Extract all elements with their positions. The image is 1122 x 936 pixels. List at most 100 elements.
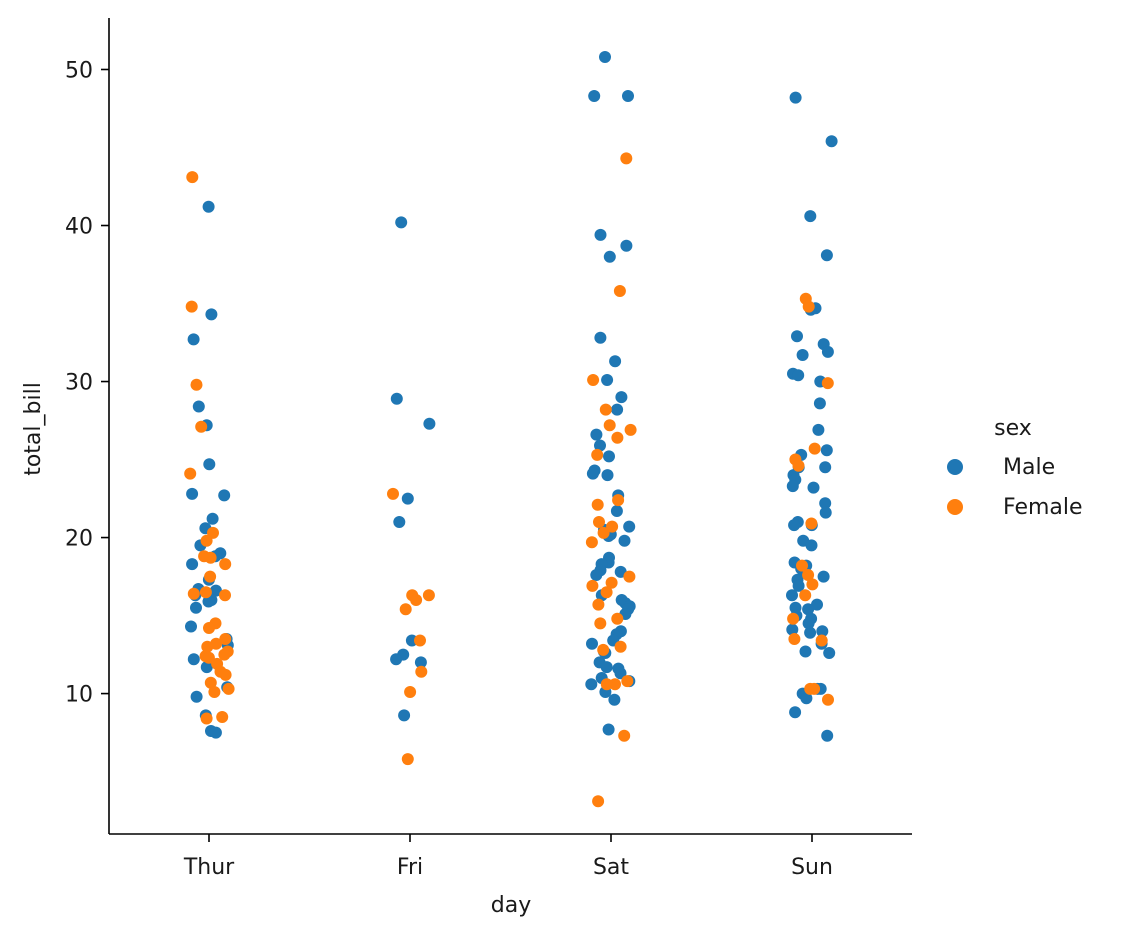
legend-label-female: Female bbox=[1003, 495, 1083, 520]
point-female bbox=[204, 676, 217, 689]
point-male bbox=[200, 661, 213, 674]
point-male bbox=[821, 345, 834, 358]
point-male bbox=[614, 667, 627, 680]
point-female bbox=[620, 152, 633, 165]
point-male bbox=[218, 489, 231, 502]
point-male bbox=[600, 661, 613, 674]
x-axis-label: day bbox=[491, 893, 531, 918]
point-male bbox=[811, 598, 823, 611]
point-male bbox=[187, 653, 200, 666]
point-female bbox=[594, 617, 607, 630]
point-female bbox=[597, 526, 610, 539]
point-male bbox=[203, 458, 216, 471]
point-male bbox=[615, 391, 628, 404]
point-female bbox=[591, 448, 604, 461]
point-female bbox=[199, 586, 212, 599]
point-female bbox=[815, 634, 828, 647]
point-female bbox=[611, 612, 624, 625]
point-male bbox=[202, 595, 215, 608]
y-tick-label: 50 bbox=[65, 58, 93, 83]
legend-marker-female bbox=[947, 499, 963, 515]
point-female bbox=[414, 634, 426, 647]
point-female bbox=[387, 487, 399, 500]
point-female bbox=[788, 633, 801, 645]
point-male bbox=[813, 397, 826, 410]
point-female bbox=[612, 494, 625, 507]
point-male bbox=[401, 492, 414, 505]
point-female bbox=[600, 678, 613, 691]
point-female bbox=[802, 569, 815, 581]
point-female bbox=[606, 520, 619, 533]
point-female bbox=[609, 678, 621, 691]
point-male bbox=[209, 584, 222, 597]
point-male bbox=[186, 558, 199, 571]
point-female bbox=[185, 300, 198, 313]
point-female bbox=[204, 570, 217, 583]
point-female bbox=[219, 589, 231, 602]
point-male bbox=[601, 469, 614, 482]
point-male bbox=[802, 617, 815, 630]
point-male bbox=[611, 403, 624, 416]
point-male bbox=[791, 330, 803, 343]
point-female bbox=[593, 516, 605, 528]
point-male bbox=[585, 678, 598, 691]
point-female bbox=[613, 285, 626, 297]
point-female bbox=[600, 586, 613, 599]
point-female bbox=[822, 693, 834, 706]
data-points bbox=[184, 51, 838, 808]
point-male bbox=[209, 726, 222, 739]
point-female bbox=[195, 420, 208, 433]
point-female bbox=[201, 640, 214, 653]
point-male bbox=[823, 647, 836, 659]
point-male bbox=[187, 333, 200, 346]
legend-marker-male bbox=[947, 459, 963, 475]
y-tick-label: 20 bbox=[65, 527, 93, 552]
point-male bbox=[586, 467, 599, 480]
point-female bbox=[216, 711, 229, 723]
point-female bbox=[190, 378, 203, 391]
point-male bbox=[202, 200, 215, 213]
point-male bbox=[414, 656, 427, 669]
point-male bbox=[190, 690, 203, 703]
point-female bbox=[586, 579, 599, 592]
x-tick-label: Sat bbox=[593, 855, 629, 880]
point-female bbox=[599, 403, 612, 416]
y-ticks: 10 20 30 40 50 bbox=[65, 58, 109, 708]
point-female bbox=[592, 598, 605, 611]
point-female bbox=[422, 589, 435, 602]
point-female bbox=[410, 594, 423, 606]
point-female bbox=[404, 686, 417, 698]
point-male bbox=[395, 216, 408, 229]
point-female bbox=[623, 570, 636, 583]
point-female bbox=[401, 753, 414, 766]
point-female bbox=[587, 374, 600, 386]
point-male bbox=[620, 239, 633, 252]
point-male bbox=[804, 210, 817, 223]
point-male bbox=[594, 331, 607, 344]
point-female bbox=[621, 675, 634, 688]
point-male bbox=[825, 135, 838, 148]
point-male bbox=[206, 512, 219, 525]
point-male bbox=[788, 519, 801, 532]
point-male bbox=[618, 534, 631, 547]
x-ticks: Thur Fri Sat Sun bbox=[183, 834, 833, 880]
point-female bbox=[806, 578, 819, 591]
point-male bbox=[610, 505, 623, 517]
point-male bbox=[796, 349, 809, 361]
point-male bbox=[786, 480, 799, 493]
point-male bbox=[623, 520, 636, 533]
point-male bbox=[792, 579, 805, 592]
point-female bbox=[821, 377, 834, 390]
point-female bbox=[618, 729, 631, 742]
point-male bbox=[816, 625, 829, 638]
point-female bbox=[796, 559, 808, 572]
point-female bbox=[611, 431, 624, 444]
legend: sex Male Female bbox=[947, 416, 1083, 520]
point-male bbox=[192, 400, 205, 413]
point-male bbox=[586, 637, 598, 650]
point-female bbox=[219, 633, 232, 645]
point-male bbox=[588, 90, 601, 102]
point-female bbox=[614, 640, 627, 653]
point-female bbox=[805, 517, 818, 530]
point-male bbox=[590, 569, 603, 581]
